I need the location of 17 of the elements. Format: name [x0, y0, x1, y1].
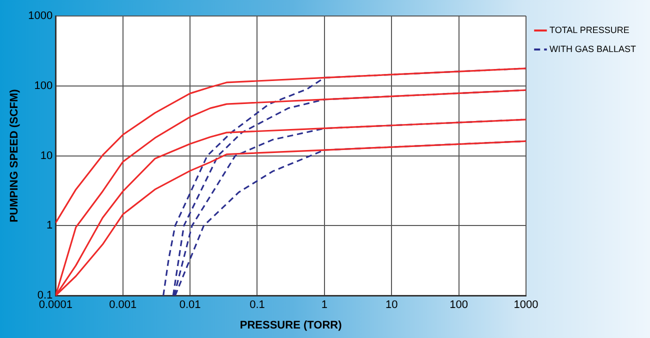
x-tick-label: 10 [385, 299, 398, 312]
legend-label: TOTAL PRESSURE [549, 24, 630, 35]
y-tick-label: 1 [46, 220, 53, 232]
x-tick-label: 0.01 [179, 299, 201, 312]
x-tick-label: 1 [321, 299, 328, 312]
legend-label: WITH GAS BALLAST [549, 44, 636, 54]
x-axis-title: PRESSURE (TORR) [240, 319, 342, 332]
x-tick-label: 100 [450, 299, 468, 312]
x-tick-label: 1000 [514, 299, 538, 312]
x-tick-label: 0.001 [109, 299, 137, 312]
y-axis-title: PUMPING SPEED (SCFM) [8, 88, 21, 222]
y-tick-label: 10 [40, 150, 53, 162]
y-tick-label: 1000 [28, 10, 53, 22]
x-tick-label: 0.1 [250, 299, 265, 312]
x-tick-label: 0.0001 [38, 299, 72, 312]
y-tick-label: 100 [34, 80, 53, 92]
y-tick-label: 0.1 [37, 290, 53, 302]
